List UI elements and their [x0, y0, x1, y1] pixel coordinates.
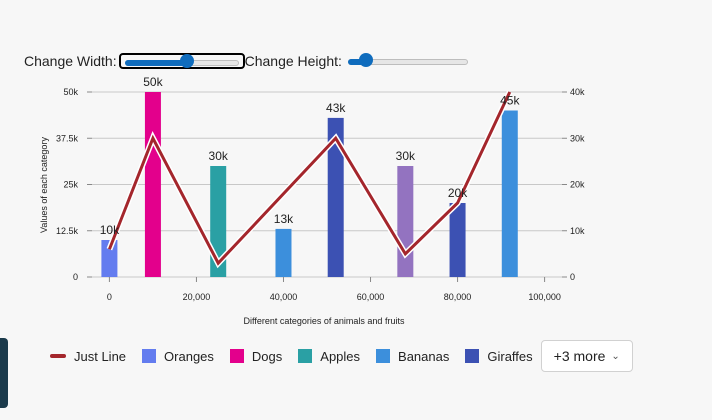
grid-lines — [92, 91, 562, 278]
axes: 0 12.5k 25k 37.5k 50k 0 10k 20k 30k 40k 0 20,000 40,… — [56, 87, 585, 302]
x-axis-label: Different categories of animals and frui… — [244, 316, 405, 326]
legend-swatch — [50, 354, 66, 358]
chart-legend: Just Line Oranges Dogs Apples Bananas Giraffe… — [50, 340, 633, 372]
side-panel-tab[interactable] — [0, 338, 8, 408]
y2-tick-label: 30k — [570, 133, 585, 143]
width-label: Change Width: — [24, 53, 117, 69]
legend-swatch — [229, 349, 244, 363]
legend-item[interactable]: Giraffes — [465, 348, 533, 364]
y-tick-label: 50k — [63, 87, 78, 97]
legend-more-label: +3 more — [553, 348, 606, 364]
bar-data-label: 10k — [100, 223, 120, 237]
legend-items: Just Line Oranges Dogs Apples Bananas Giraffe… — [50, 349, 549, 364]
width-slider-thumb[interactable] — [180, 54, 195, 68]
line-path — [108, 91, 512, 266]
legend-label: Dogs — [251, 348, 283, 364]
bar — [275, 228, 292, 277]
y2-tick-label: 0 — [570, 272, 575, 282]
legend-label: Giraffes — [487, 348, 533, 364]
bar-series — [101, 92, 518, 278]
legend-item[interactable]: Dogs — [229, 348, 283, 364]
legend-swatch — [465, 349, 480, 363]
bar-data-label: 30k — [396, 149, 416, 163]
legend-swatch — [376, 349, 391, 363]
legend-swatch — [298, 349, 313, 363]
x-tick-label: 0 — [107, 292, 112, 302]
height-slider-fill — [347, 59, 366, 65]
legend-more-button[interactable]: +3 more ⌄ — [540, 340, 633, 372]
bar-data-label: 30k — [209, 149, 229, 163]
x-tick-label: 80,000 — [444, 292, 472, 302]
combo-chart: 10k 50k 30k 13k 43k 30k 20k 45k 0 12.5k 25k 37.5k 5… — [39, 75, 585, 326]
x-tick-label: 40,000 — [270, 292, 298, 302]
chart-controls: Change Width: Change Height: — [24, 50, 472, 72]
y-tick-label: 25k — [63, 180, 78, 190]
width-slider-fill — [124, 60, 188, 66]
legend-label: Bananas — [398, 348, 450, 364]
y-tick-label: 37.5k — [56, 133, 79, 143]
legend-item[interactable]: Just Line — [50, 349, 126, 364]
height-slider[interactable] — [344, 52, 472, 70]
line-series — [106, 90, 513, 269]
legend-label: Just Line — [74, 348, 127, 364]
x-tick-label: 100,000 — [528, 292, 561, 302]
x-tick-label: 60,000 — [357, 292, 385, 302]
bar — [327, 117, 344, 278]
legend-item[interactable]: Apples — [298, 349, 360, 364]
height-slider-thumb[interactable] — [358, 53, 373, 67]
legend-item[interactable]: Oranges — [142, 349, 214, 364]
bar — [501, 110, 518, 277]
y-tick-label: 0 — [73, 272, 78, 282]
legend-item[interactable]: Bananas — [376, 349, 449, 364]
y2-tick-label: 20k — [570, 180, 585, 190]
bar-data-label: 50k — [143, 75, 163, 89]
y2-tick-label: 40k — [570, 87, 585, 97]
bar-data-label: 13k — [274, 212, 294, 226]
height-label: Change Height: — [244, 53, 342, 69]
bar — [101, 240, 118, 277]
width-slider[interactable] — [118, 53, 245, 69]
chevron-down-icon: ⌄ — [611, 350, 620, 362]
x-tick-label: 20,000 — [183, 292, 211, 302]
legend-label: Apples — [320, 348, 361, 364]
data-labels: 10k 50k 30k 13k 43k 30k 20k 45k — [100, 75, 521, 237]
bar-data-label: 43k — [326, 101, 346, 115]
y-axis-label: Values of each category — [39, 137, 49, 233]
bar-data-label: 45k — [500, 94, 520, 108]
y-tick-label: 12.5k — [56, 226, 79, 236]
legend-label: Oranges — [164, 348, 214, 364]
y2-tick-label: 10k — [570, 226, 585, 236]
bar — [144, 92, 161, 277]
bar — [449, 203, 466, 277]
bar — [397, 166, 414, 277]
bar-data-label: 20k — [448, 186, 468, 200]
legend-swatch — [142, 349, 157, 363]
